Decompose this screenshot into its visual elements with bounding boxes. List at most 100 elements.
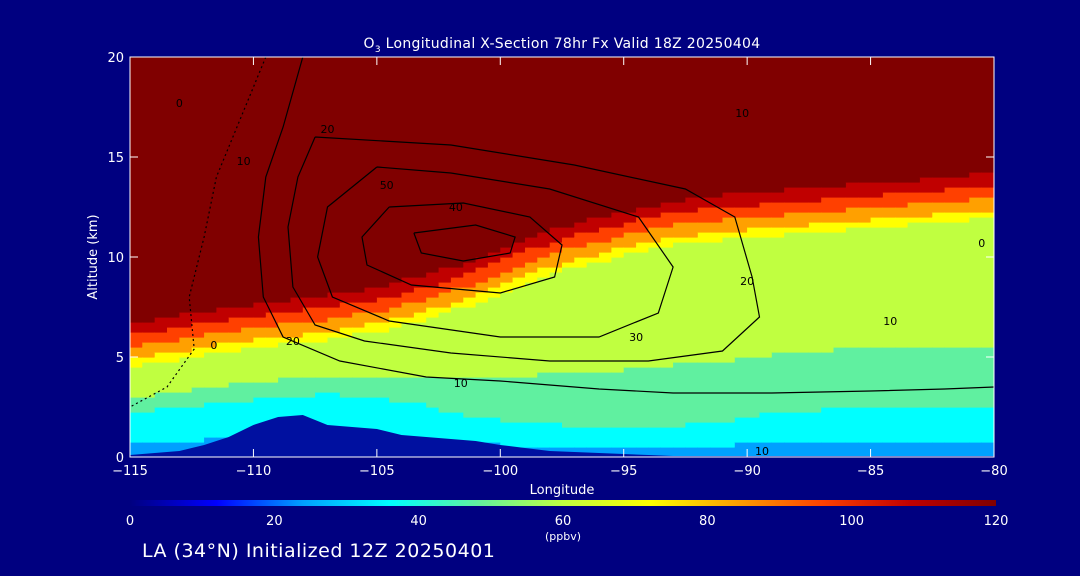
field-cell: [376, 187, 390, 193]
field-cell: [660, 392, 674, 398]
field-cell: [191, 392, 205, 398]
field-cell: [648, 177, 662, 183]
field-cell: [142, 92, 156, 98]
field-cell: [697, 77, 711, 83]
field-cell: [463, 422, 477, 428]
field-cell: [821, 177, 835, 183]
field-cell: [167, 332, 180, 338]
field-cell: [389, 212, 403, 218]
field-cell: [759, 127, 773, 133]
field-cell: [611, 242, 625, 248]
field-cell: [130, 357, 143, 363]
field-cell: [142, 312, 156, 318]
field-cell: [376, 407, 390, 413]
field-cell: [833, 167, 847, 173]
field-cell: [697, 387, 711, 393]
field-cell: [574, 342, 588, 348]
field-cell: [673, 92, 686, 98]
field-cell: [648, 92, 662, 98]
field-cell: [315, 122, 328, 128]
field-cell: [611, 227, 625, 233]
field-cell: [401, 422, 415, 428]
field-cell: [623, 447, 637, 453]
field-cell: [253, 272, 267, 278]
field-cell: [204, 322, 217, 328]
field-cell: [574, 217, 588, 223]
field-cell: [376, 302, 390, 308]
field-cell: [636, 417, 649, 423]
field-cell: [562, 227, 575, 233]
field-cell: [475, 392, 489, 398]
field-cell: [685, 97, 699, 103]
field-cell: [895, 297, 909, 303]
field-cell: [525, 57, 538, 63]
field-cell: [438, 432, 452, 438]
field-cell: [179, 387, 193, 393]
field-cell: [241, 362, 254, 368]
field-cell: [660, 437, 674, 443]
field-cell: [450, 402, 464, 408]
field-cell: [167, 402, 180, 408]
field-cell: [833, 332, 847, 338]
field-cell: [167, 107, 180, 113]
field-cell: [697, 87, 711, 93]
field-cell: [734, 412, 748, 418]
field-cell: [500, 192, 514, 198]
field-cell: [315, 82, 328, 88]
field-cell: [673, 72, 686, 78]
field-cell: [278, 337, 291, 343]
field-cell: [179, 287, 193, 293]
field-cell: [450, 107, 464, 113]
field-cell: [734, 87, 748, 93]
field-cell: [611, 317, 625, 323]
field-cell: [549, 367, 563, 373]
field-cell: [586, 152, 600, 158]
field-cell: [228, 232, 242, 238]
field-cell: [487, 397, 501, 403]
field-cell: [784, 82, 798, 88]
field-cell: [673, 292, 686, 298]
field-cell: [191, 132, 205, 138]
field-cell: [599, 262, 612, 268]
field-cell: [191, 257, 205, 263]
field-cell: [401, 317, 415, 323]
field-cell: [623, 77, 637, 83]
field-cell: [315, 317, 328, 323]
field-cell: [833, 272, 847, 278]
field-cell: [278, 297, 291, 303]
field-cell: [389, 332, 403, 338]
field-cell: [784, 312, 798, 318]
field-cell: [241, 167, 254, 173]
field-cell: [808, 392, 822, 398]
field-cell: [500, 107, 514, 113]
field-cell: [191, 97, 205, 103]
field-cell: [611, 322, 625, 328]
field-cell: [611, 412, 625, 418]
field-cell: [278, 407, 291, 413]
field-cell: [500, 362, 514, 368]
field-cell: [389, 217, 403, 223]
field-cell: [833, 367, 847, 373]
field-cell: [648, 137, 662, 143]
field-cell: [241, 357, 254, 363]
field-cell: [500, 377, 514, 383]
field-cell: [376, 347, 390, 353]
field-cell: [525, 277, 538, 283]
field-cell: [771, 177, 785, 183]
field-cell: [796, 357, 810, 363]
field-cell: [315, 142, 328, 148]
field-cell: [167, 122, 180, 128]
field-cell: [130, 152, 143, 158]
field-cell: [130, 222, 143, 228]
field-cell: [796, 197, 810, 203]
field-cell: [265, 332, 279, 338]
field-cell: [525, 177, 538, 183]
field-cell: [636, 182, 649, 188]
field-cell: [525, 142, 538, 148]
field-cell: [549, 302, 563, 308]
field-cell: [623, 192, 637, 198]
field-cell: [327, 57, 341, 63]
field-cell: [401, 382, 415, 388]
field-cell: [142, 247, 156, 253]
field-cell: [352, 257, 366, 263]
